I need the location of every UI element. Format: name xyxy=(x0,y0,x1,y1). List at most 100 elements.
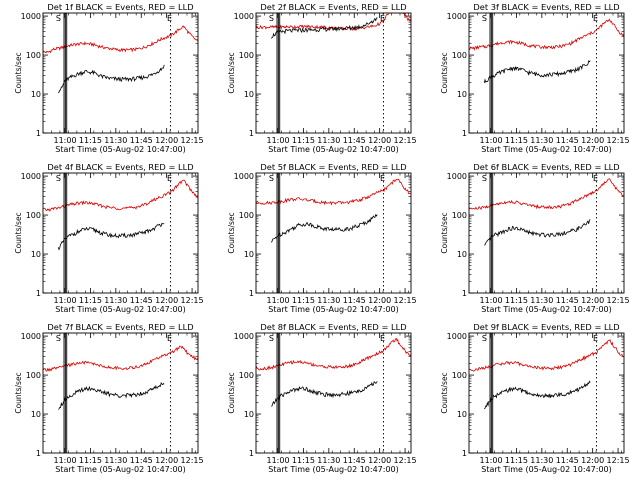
x-tick-label: 12:15 xyxy=(181,456,204,465)
plot-area xyxy=(469,18,624,84)
y-tick-label: 10 xyxy=(31,90,41,99)
y-tick-label: 100 xyxy=(26,371,41,380)
plot-area xyxy=(256,178,411,243)
panel-title: Det 3f BLACK = Events, RED = LLD xyxy=(473,2,619,12)
x-tick-label: 11:30 xyxy=(530,136,553,145)
y-tick-label: 1000 xyxy=(21,332,41,341)
x-axis-label: Start Time (05-Aug-02 10:47:00) xyxy=(481,145,612,154)
axes-frame xyxy=(42,172,199,294)
x-tick-label: 11:45 xyxy=(556,456,579,465)
x-tick-label: 11:45 xyxy=(343,296,366,305)
x-tick-label: 11:00 xyxy=(53,296,76,305)
y-tick-label: 10 xyxy=(457,410,467,419)
y-axis-label: Counts/sec xyxy=(227,212,236,253)
x-tick-label: 12:00 xyxy=(368,456,391,465)
y-axis-label: Counts/sec xyxy=(14,372,23,413)
axes-frame xyxy=(468,332,625,454)
e-marker-label: E xyxy=(380,14,385,23)
x-tick-label: 11:15 xyxy=(292,456,315,465)
x-tick-label: 11:30 xyxy=(104,456,127,465)
s-marker-label: S xyxy=(269,334,274,343)
series-events-line xyxy=(270,213,378,243)
s-marker-label: S xyxy=(482,14,487,23)
plot-area xyxy=(256,13,411,39)
x-tick-label: 11:15 xyxy=(79,456,102,465)
series-lld-line xyxy=(256,178,411,206)
x-tick-label: 12:00 xyxy=(581,136,604,145)
x-axis-label: Start Time (05-Aug-02 10:47:00) xyxy=(481,465,612,474)
plot-area xyxy=(469,339,624,410)
panel-det-7f: Det 7f BLACK = Events, RED = LLD 1 10 100 10… xyxy=(14,322,204,474)
x-tick-label: 11:00 xyxy=(479,456,502,465)
series-events-line xyxy=(58,381,165,410)
y-tick-label: 1 xyxy=(462,289,467,298)
s-marker-label: S xyxy=(269,14,274,23)
series-lld-line xyxy=(256,13,411,32)
panel-det-6f: Det 6f BLACK = Events, RED = LLD 1 10 100 10… xyxy=(440,162,630,314)
y-tick-label: 1 xyxy=(36,449,41,458)
x-tick-label: 11:45 xyxy=(130,136,153,145)
panel-title: Det 6f BLACK = Events, RED = LLD xyxy=(473,162,619,172)
panel-title: Det 5f BLACK = Events, RED = LLD xyxy=(260,162,406,172)
x-tick-label: 12:00 xyxy=(368,296,391,305)
y-axis-label: Counts/sec xyxy=(14,212,23,253)
plot-area xyxy=(256,337,411,407)
x-tick-label: 11:45 xyxy=(556,136,579,145)
x-tick-label: 11:30 xyxy=(104,296,127,305)
y-tick-label: 1000 xyxy=(447,12,467,21)
panel-title: Det 2f BLACK = Events, RED = LLD xyxy=(260,2,406,12)
x-tick-label: 12:15 xyxy=(607,456,630,465)
x-tick-label: 12:00 xyxy=(155,296,178,305)
axes-frame xyxy=(42,332,199,454)
e-marker-label: E xyxy=(380,334,385,343)
x-tick-label: 11:15 xyxy=(505,296,528,305)
x-axis-label: Start Time (05-Aug-02 10:47:00) xyxy=(481,305,612,314)
x-tick-label: 11:30 xyxy=(317,456,340,465)
y-tick-label: 100 xyxy=(26,51,41,60)
s-marker-label: S xyxy=(56,14,61,23)
x-axis-label: Start Time (05-Aug-02 10:47:00) xyxy=(268,305,399,314)
x-tick-label: 11:15 xyxy=(505,136,528,145)
x-tick-label: 12:00 xyxy=(155,136,178,145)
s-marker-label: S xyxy=(56,174,61,183)
y-tick-label: 10 xyxy=(244,250,254,259)
y-tick-label: 1 xyxy=(36,129,41,138)
y-tick-label: 10 xyxy=(457,250,467,259)
x-tick-label: 11:45 xyxy=(130,456,153,465)
series-lld-line xyxy=(469,18,624,51)
y-axis-label: Counts/sec xyxy=(227,52,236,93)
y-tick-label: 10 xyxy=(244,410,254,419)
y-tick-label: 1 xyxy=(462,449,467,458)
series-events-line xyxy=(57,222,165,251)
x-tick-label: 11:00 xyxy=(266,456,289,465)
x-tick-label: 12:15 xyxy=(394,296,417,305)
y-tick-label: 10 xyxy=(244,90,254,99)
x-tick-label: 11:45 xyxy=(343,136,366,145)
y-tick-label: 1 xyxy=(462,129,467,138)
series-lld-line xyxy=(469,339,624,372)
x-tick-label: 11:00 xyxy=(479,296,502,305)
panel-det-1f: Det 1f BLACK = Events, RED = LLD 1 10 100 10… xyxy=(14,2,204,154)
s-marker-label: S xyxy=(269,174,274,183)
y-tick-label: 10 xyxy=(31,250,41,259)
series-lld-line xyxy=(469,178,624,210)
series-lld-line xyxy=(43,179,198,212)
series-lld-line xyxy=(43,345,198,372)
x-tick-label: 11:30 xyxy=(317,136,340,145)
axes-frame xyxy=(42,12,199,134)
y-tick-label: 1000 xyxy=(21,12,41,21)
panel-det-4f: Det 4f BLACK = Events, RED = LLD 1 10 100 10… xyxy=(14,162,204,314)
x-tick-label: 12:00 xyxy=(155,456,178,465)
x-tick-label: 11:15 xyxy=(79,296,102,305)
x-axis-label: Start Time (05-Aug-02 10:47:00) xyxy=(55,465,186,474)
y-axis-label: Counts/sec xyxy=(227,372,236,413)
e-marker-label: E xyxy=(593,334,598,343)
y-tick-label: 10 xyxy=(457,90,467,99)
x-tick-label: 11:00 xyxy=(479,136,502,145)
y-tick-label: 1000 xyxy=(234,12,254,21)
plot-area xyxy=(43,25,198,94)
axes-frame xyxy=(255,12,412,134)
panel-det-3f: Det 3f BLACK = Events, RED = LLD 1 10 100 10… xyxy=(440,2,630,154)
y-tick-label: 100 xyxy=(26,211,41,220)
axes-frame xyxy=(255,172,412,294)
